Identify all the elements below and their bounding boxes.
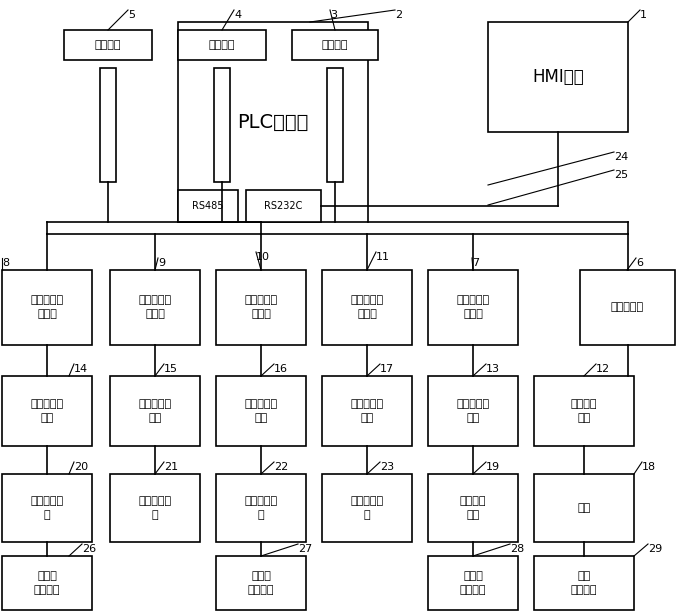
Text: 16: 16 [274, 364, 288, 374]
Text: 19: 19 [486, 462, 500, 472]
Text: 3: 3 [330, 10, 337, 20]
Text: 9: 9 [158, 258, 165, 268]
Text: 24: 24 [614, 152, 628, 162]
Text: PLC控制器: PLC控制器 [237, 113, 309, 131]
Text: 1: 1 [640, 10, 647, 20]
Text: 喂入轴
检测单元: 喂入轴 检测单元 [248, 571, 274, 595]
Bar [534, 376, 634, 446]
Text: 左喂入传动
轴: 左喂入传动 轴 [244, 496, 278, 520]
Text: 23: 23 [380, 462, 394, 472]
Text: 17: 17 [380, 364, 394, 374]
Text: 主轴: 主轴 [578, 503, 591, 513]
Text: 21: 21 [164, 462, 178, 472]
Bar [110, 270, 200, 345]
Bar [216, 270, 306, 345]
Bar [216, 556, 306, 610]
Text: 主轴
检测单元: 主轴 检测单元 [571, 571, 597, 595]
Text: 牵伸轴
检测单元: 牵伸轴 检测单元 [33, 571, 60, 595]
Bar [322, 376, 412, 446]
Bar [488, 22, 628, 132]
Bar [322, 474, 412, 542]
Text: 右喂入伺服
电机: 右喂入伺服 电机 [351, 399, 383, 423]
Bar [428, 474, 518, 542]
Bar [534, 556, 634, 610]
Bar [428, 270, 518, 345]
Text: 左喂入伺服
电机: 左喂入伺服 电机 [244, 399, 278, 423]
Text: 2: 2 [395, 10, 402, 20]
Bar [580, 270, 675, 345]
Text: 15: 15 [164, 364, 178, 374]
Text: 钢领板伺服
电机: 钢领板伺服 电机 [456, 399, 490, 423]
Text: 10: 10 [256, 252, 270, 262]
Text: 主轴变频
电机: 主轴变频 电机 [571, 399, 597, 423]
Bar [216, 376, 306, 446]
Text: 25: 25 [614, 170, 628, 180]
Bar [2, 474, 92, 542]
Text: HMI单元: HMI单元 [532, 68, 584, 86]
Text: 左牵伸传动
轴: 左牵伸传动 轴 [31, 496, 63, 520]
Text: 20: 20 [74, 462, 88, 472]
Text: 右牵伸传动
轴: 右牵伸传动 轴 [138, 496, 172, 520]
Text: 28: 28 [510, 544, 524, 554]
Text: 4: 4 [234, 10, 241, 20]
Text: RS232C: RS232C [265, 201, 303, 211]
Bar [322, 270, 412, 345]
Text: 定位单元: 定位单元 [322, 40, 349, 50]
Bar [534, 474, 634, 542]
Text: 右喂入伺服
驱动器: 右喂入伺服 驱动器 [351, 296, 383, 320]
Bar [178, 30, 266, 60]
Text: 右喂入传动
轴: 右喂入传动 轴 [351, 496, 383, 520]
Text: 定位单元: 定位单元 [209, 40, 235, 50]
Text: 左喂入伺服
驱动器: 左喂入伺服 驱动器 [244, 296, 278, 320]
Text: 22: 22 [274, 462, 288, 472]
Text: 钢领板
检测单元: 钢领板 检测单元 [460, 571, 486, 595]
Text: 6: 6 [636, 258, 643, 268]
Text: 11: 11 [376, 252, 390, 262]
Bar [100, 68, 116, 182]
Text: 14: 14 [74, 364, 88, 374]
Text: 18: 18 [642, 462, 656, 472]
Text: 右牵伸伺服
驱动器: 右牵伸伺服 驱动器 [138, 296, 172, 320]
Text: 13: 13 [486, 364, 500, 374]
Bar [327, 68, 343, 182]
Bar [428, 376, 518, 446]
Bar [2, 270, 92, 345]
Text: 29: 29 [648, 544, 662, 554]
Text: 12: 12 [596, 364, 610, 374]
Text: 8: 8 [2, 258, 9, 268]
Bar [110, 474, 200, 542]
Bar [292, 30, 378, 60]
Bar [214, 68, 230, 182]
Bar [428, 556, 518, 610]
Text: 定位单元: 定位单元 [95, 40, 121, 50]
Text: 钢领板升
降轴: 钢领板升 降轴 [460, 496, 486, 520]
Text: 主轴变频器: 主轴变频器 [611, 302, 644, 312]
Bar [178, 190, 238, 222]
Text: 5: 5 [128, 10, 135, 20]
Text: 右牵伸伺服
电机: 右牵伸伺服 电机 [138, 399, 172, 423]
Text: 26: 26 [82, 544, 96, 554]
Bar [178, 22, 368, 222]
Text: 7: 7 [472, 258, 479, 268]
Text: 27: 27 [298, 544, 312, 554]
Bar [2, 556, 92, 610]
Bar [2, 376, 92, 446]
Bar [110, 376, 200, 446]
Bar [216, 474, 306, 542]
Text: 左牵伸伺服
电机: 左牵伸伺服 电机 [31, 399, 63, 423]
Bar [64, 30, 152, 60]
Text: 左牵伸伺服
驱动器: 左牵伸伺服 驱动器 [31, 296, 63, 320]
Text: 钢领板伺服
驱动器: 钢领板伺服 驱动器 [456, 296, 490, 320]
Text: RS485: RS485 [192, 201, 224, 211]
Bar [246, 190, 321, 222]
